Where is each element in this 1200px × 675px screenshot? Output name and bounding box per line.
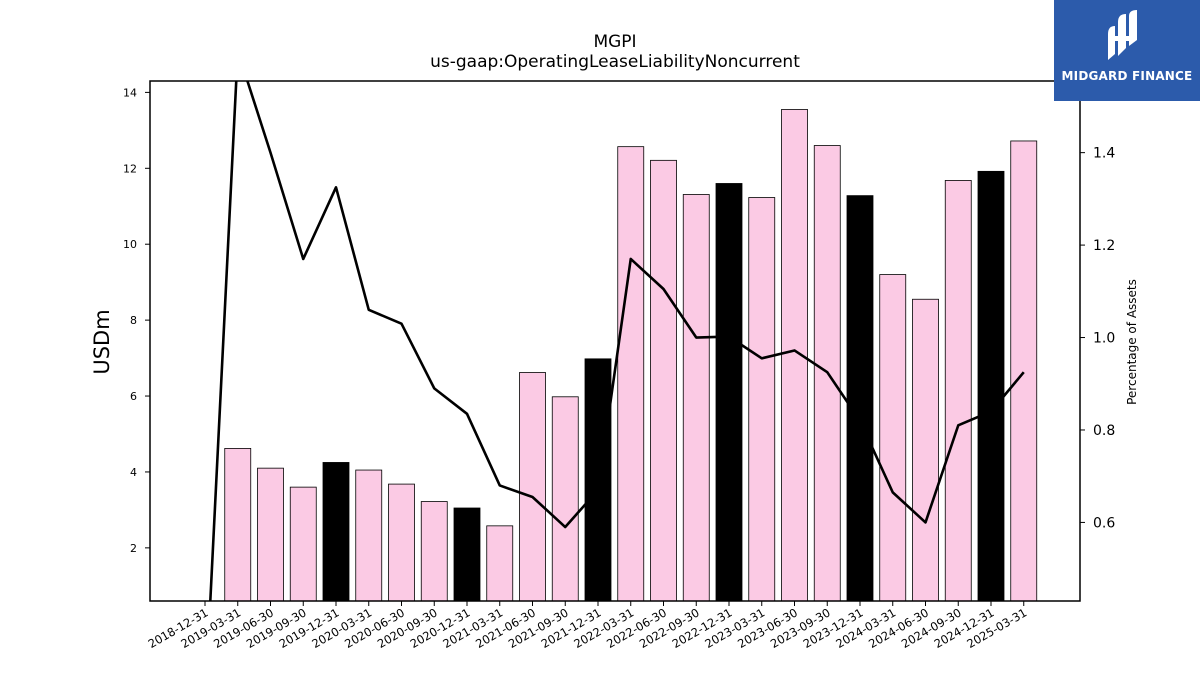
bar <box>846 195 874 602</box>
y-tick-label: 8 <box>130 314 137 327</box>
y2-tick-label: 0.6 <box>1093 515 1115 531</box>
chart-subtitle: us-gaap:OperatingLeaseLiabilityNoncurren… <box>430 52 800 72</box>
y2-tick-label: 1.4 <box>1093 146 1115 162</box>
y2-tick-label: 1.2 <box>1093 238 1115 254</box>
bar <box>715 183 743 602</box>
y-tick-label: 14 <box>123 86 137 99</box>
midgard-logo-icon <box>1108 10 1137 60</box>
y2-tick-label: 0.8 <box>1093 423 1115 439</box>
midgard-finance-logo: MIDGARD FINANCE <box>1054 0 1200 101</box>
plot-frame <box>149 80 1081 602</box>
bar <box>224 448 252 602</box>
y-tick-label: 4 <box>130 466 137 479</box>
line-series <box>209 81 1025 601</box>
line-path <box>209 81 1025 601</box>
y2-tick-label: 1.0 <box>1093 331 1115 347</box>
bar <box>322 462 350 602</box>
bar <box>912 298 939 602</box>
bar-series <box>224 109 1038 602</box>
bar <box>748 197 776 602</box>
bar <box>944 180 972 602</box>
bar <box>420 501 448 602</box>
bar <box>355 469 383 602</box>
y-tick-label: 12 <box>123 162 137 175</box>
y-axis-right: 0.6 0.8 1.0 1.2 1.4 <box>1080 146 1115 531</box>
y-tick-label: 2 <box>130 542 137 555</box>
y-axis-label: USDm <box>90 309 114 375</box>
y-tick-label: 6 <box>130 390 137 403</box>
bar <box>486 525 514 602</box>
bar <box>388 483 415 602</box>
y-axis-left: 2 4 6 8 10 12 14 <box>123 86 150 555</box>
bar <box>519 372 546 602</box>
x-axis: 2018-12-312019-03-312019-06-302019-09-30… <box>146 601 1029 651</box>
bar <box>289 486 317 602</box>
bar <box>551 396 579 602</box>
bar <box>977 170 1005 602</box>
bar <box>682 194 710 602</box>
logo-text: MIDGARD FINANCE <box>1061 69 1193 83</box>
bar <box>257 467 284 602</box>
bar <box>453 507 481 602</box>
bar <box>617 146 645 602</box>
bar <box>584 358 612 602</box>
bar <box>1010 140 1038 602</box>
chart-title: MGPI <box>593 32 637 52</box>
bar <box>879 274 907 602</box>
y-tick-label: 10 <box>123 238 137 251</box>
y2-axis-label: Percentage of Assets <box>1125 279 1139 405</box>
bar <box>650 159 677 602</box>
